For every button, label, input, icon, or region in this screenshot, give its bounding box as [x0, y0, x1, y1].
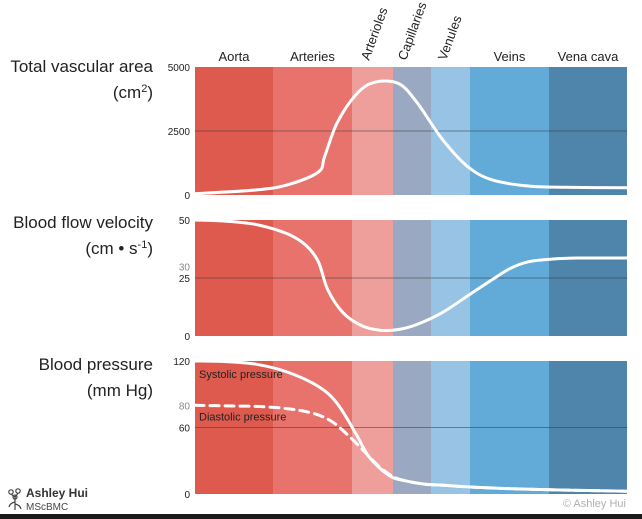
- curve-velocity: [193, 218, 629, 333]
- tick-label-velocity-30: 30: [179, 262, 191, 273]
- copyright-notice: © Ashley Hui: [562, 498, 626, 510]
- reference-lines: [195, 130, 627, 428]
- tick-label-velocity-50: 50: [179, 216, 191, 227]
- tick-label-area-5000: 5000: [168, 63, 191, 74]
- tick-label-area-2500: 2500: [168, 127, 191, 138]
- vessel-label-vena_cava: Vena cava: [558, 49, 619, 64]
- author-credential: MScBMC: [26, 502, 69, 513]
- vessel-label-venules: Venules: [435, 13, 465, 62]
- author-name: Ashley Hui: [26, 486, 89, 500]
- panel-unit-area: (cm2): [113, 83, 153, 102]
- tick-label-pressure-60: 60: [179, 424, 191, 435]
- panel-unit-velocity: (cm • s-1): [85, 239, 153, 258]
- author-logo-icon: [8, 488, 22, 510]
- curve-label-systolic: Systolic pressure: [199, 369, 283, 381]
- panel-titles: Total vascular area (cm2) Blood flow veloc…: [10, 57, 153, 400]
- vessel-label-veins: Veins: [494, 49, 526, 64]
- tick-label-pressure-80: 80: [179, 401, 191, 412]
- vessel-label-arterioles: Arterioles: [358, 5, 391, 62]
- curve-pressure-diastolic: [193, 403, 629, 493]
- panel-unit-pressure: (mm Hg): [87, 381, 153, 400]
- bottom-rule: [0, 514, 642, 519]
- vessel-labels: Aorta Arteries Arterioles Capillaries Venule…: [218, 0, 619, 64]
- panel-title-area: Total vascular area: [10, 57, 153, 76]
- tick-label-pressure-120: 120: [173, 357, 190, 368]
- panel-title-velocity: Blood flow velocity: [13, 213, 153, 232]
- panel-title-pressure: Blood pressure: [39, 355, 153, 374]
- tick-label-area-0: 0: [184, 191, 190, 202]
- curves: [193, 79, 629, 493]
- vessel-label-capillaries: Capillaries: [395, 0, 430, 62]
- tick-label-velocity-25: 25: [179, 274, 191, 285]
- tick-label-velocity-0: 0: [184, 332, 190, 343]
- vessel-label-aorta: Aorta: [218, 49, 250, 64]
- vessel-label-arteries: Arteries: [290, 49, 335, 64]
- curve-labels: Systolic pressure Diastolic pressure: [199, 369, 286, 423]
- tick-label-pressure-0: 0: [184, 490, 190, 501]
- curve-area: [193, 79, 629, 196]
- curve-label-diastolic: Diastolic pressure: [199, 411, 286, 423]
